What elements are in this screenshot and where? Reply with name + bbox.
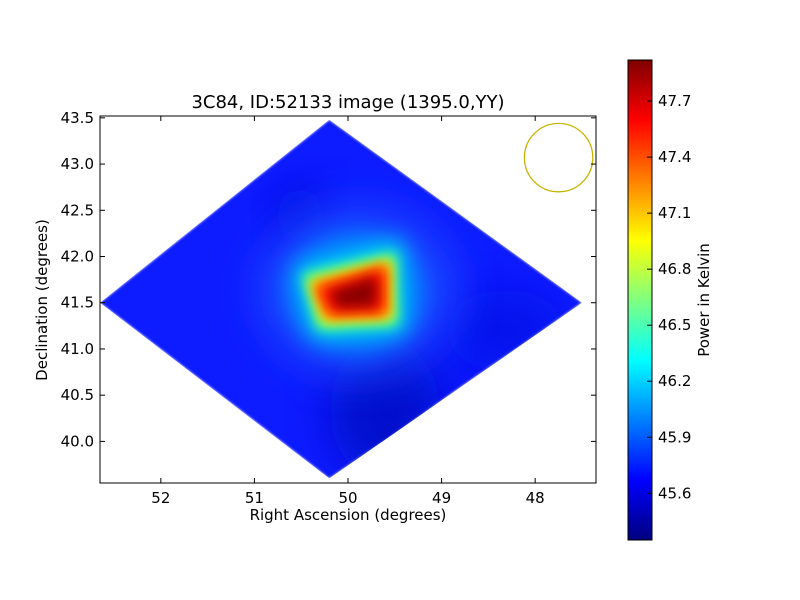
y-tick-label: 40.5 — [61, 386, 94, 404]
beam-marker — [523, 122, 594, 193]
colorbar-axis: 45.6 45.9 46.2 46.5 46.8 47.1 47.4 47.7 — [647, 92, 691, 502]
y-tick-label: 41.0 — [61, 340, 94, 358]
colorbar-tick-label: 46.5 — [658, 316, 691, 334]
chart-title: 3C84, ID:52133 image (1395.0,YY) — [191, 92, 504, 113]
colorbar-tick-label: 47.7 — [658, 92, 691, 110]
colorbar-tick-label: 46.2 — [658, 372, 691, 390]
heatmap-image — [100, 119, 582, 479]
x-tick-label: 50 — [338, 489, 357, 507]
y-axis: 40.0 40.5 41.0 41.5 42.0 42.5 43.0 43.5 — [61, 109, 596, 450]
y-tick-label: 42.0 — [61, 248, 94, 266]
x-tick-label: 49 — [432, 489, 451, 507]
dark-region-east — [445, 290, 565, 370]
x-tick-label: 51 — [245, 489, 264, 507]
y-axis-label: Declination (degrees) — [33, 219, 51, 381]
source-peak — [330, 276, 376, 308]
colorbar-tick-label: 45.9 — [658, 428, 691, 446]
y-tick-label: 40.0 — [61, 432, 94, 450]
y-tick-label: 42.5 — [61, 201, 94, 219]
y-tick-label: 43.5 — [61, 109, 94, 127]
colorbar-label: Power in Kelvin — [695, 243, 713, 357]
colorbar-tick-label: 47.1 — [658, 204, 691, 222]
x-axis-label: Right Ascension (degrees) — [250, 506, 447, 524]
colorbar-tick-label: 47.4 — [658, 148, 691, 166]
x-tick-label: 48 — [526, 489, 545, 507]
y-tick-label: 43.0 — [61, 155, 94, 173]
x-axis: 52 51 50 49 48 — [151, 116, 545, 507]
colorbar-tick-label: 45.6 — [658, 484, 691, 502]
colorbar — [627, 59, 653, 541]
x-tick-label: 52 — [151, 489, 170, 507]
y-tick-label: 41.5 — [61, 294, 94, 312]
colorbar-tick-label: 46.8 — [658, 260, 691, 278]
